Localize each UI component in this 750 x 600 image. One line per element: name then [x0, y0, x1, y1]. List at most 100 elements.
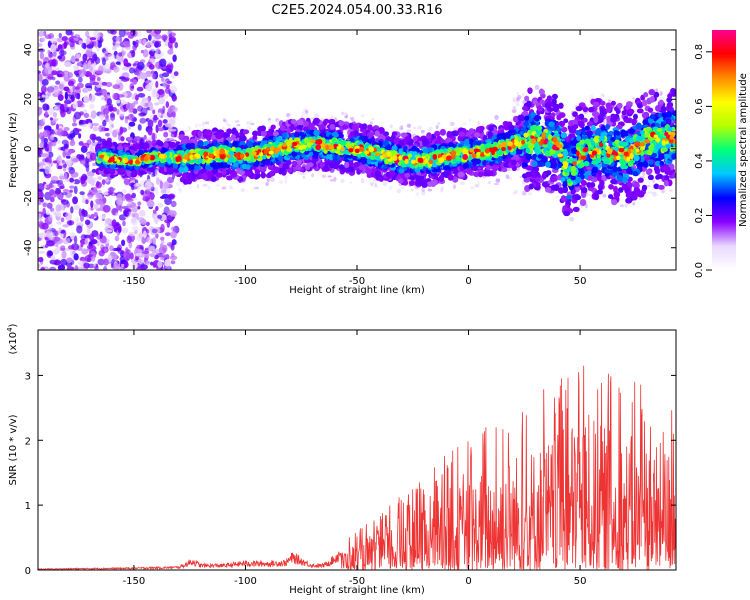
- heat-cell: [87, 194, 93, 200]
- heat-cell: [92, 82, 100, 86]
- heat-cell: [118, 30, 126, 38]
- heat-cell: [495, 178, 501, 184]
- heat-cell: [105, 132, 110, 137]
- heat-cell: [545, 186, 552, 193]
- heat-cell: [541, 181, 549, 188]
- heat-cell: [49, 242, 56, 247]
- heat-cell: [131, 216, 137, 224]
- heat-cell: [149, 50, 153, 56]
- heat-cell: [130, 93, 136, 100]
- heat-cell: [171, 117, 177, 121]
- heat-cell: [160, 239, 165, 244]
- heat-cell: [48, 189, 55, 196]
- heat-cell: [102, 204, 111, 213]
- heat-cell: [120, 136, 125, 142]
- heat-cell: [411, 188, 414, 192]
- heat-cell: [521, 92, 525, 98]
- heat-cell: [174, 41, 179, 49]
- heat-cell: [89, 94, 96, 103]
- heat-cell: [159, 180, 164, 190]
- heat-cell: [83, 62, 87, 71]
- heat-cell: [172, 54, 177, 63]
- heat-cell: [139, 117, 147, 124]
- heat-cell: [329, 179, 334, 182]
- heat-cell: [74, 86, 80, 90]
- heat-cell: [119, 266, 124, 270]
- heat-cell: [124, 261, 129, 268]
- heat-cell: [100, 96, 106, 101]
- heat-cell: [74, 34, 81, 39]
- heat-cell: [171, 106, 178, 113]
- heat-cell: [353, 130, 359, 136]
- heat-cell: [170, 128, 177, 132]
- heat-cell: [137, 201, 142, 206]
- heat-cell: [49, 117, 54, 121]
- heat-cell: [50, 175, 59, 182]
- heat-cell: [244, 171, 252, 177]
- heat-cell: [611, 199, 618, 206]
- heat-cell: [72, 157, 80, 163]
- heat-cell: [412, 126, 417, 129]
- heat-cell: [428, 126, 433, 132]
- heat-cell: [67, 71, 73, 79]
- heat-cell: [128, 121, 136, 127]
- heat-cell: [169, 32, 176, 37]
- heat-cell: [513, 189, 518, 195]
- heat-cell: [149, 191, 155, 201]
- heat-cell: [140, 189, 145, 196]
- heat-cell: [462, 122, 467, 126]
- heat-cell: [152, 209, 157, 214]
- heat-cell: [63, 143, 69, 149]
- heat-cell: [40, 266, 45, 270]
- heat-cell: [633, 187, 641, 194]
- heat-cell: [97, 176, 103, 180]
- heat-cell: [64, 91, 69, 100]
- heat-cell: [94, 92, 102, 96]
- heat-cell: [304, 109, 309, 114]
- heat-cell: [284, 178, 288, 184]
- heat-cell: [86, 152, 90, 159]
- heat-cell: [76, 225, 83, 234]
- heat-cell: [632, 202, 636, 206]
- heat-cell: [338, 164, 345, 170]
- heat-cell: [202, 183, 208, 187]
- heat-cell: [81, 42, 87, 49]
- heat-cell: [184, 129, 189, 133]
- heat-cell: [38, 132, 44, 140]
- heat-cell: [250, 122, 255, 126]
- heat-cell: [621, 110, 627, 116]
- heat-cell: [135, 39, 139, 45]
- heat-cell: [38, 125, 43, 130]
- heat-cell: [188, 185, 192, 189]
- heat-cell: [311, 173, 314, 178]
- heat-cell: [173, 71, 179, 77]
- heat-cell: [139, 72, 148, 80]
- heat-cell: [360, 177, 364, 184]
- heat-cell: [539, 99, 545, 105]
- heat-cell: [69, 85, 74, 93]
- heat-cell: [522, 110, 529, 116]
- heat-cell: [273, 166, 280, 174]
- heat-cell: [90, 110, 97, 119]
- heat-cell: [38, 42, 43, 47]
- heat-cell: [145, 80, 149, 84]
- heat-cell: [607, 99, 612, 103]
- heat-cell: [146, 42, 151, 48]
- heat-cell: [138, 209, 146, 217]
- heat-cell: [131, 192, 137, 199]
- heat-cell: [79, 191, 85, 196]
- heat-cell: [93, 203, 99, 210]
- heat-cell: [420, 129, 425, 134]
- heat-cell: [158, 89, 165, 98]
- heat-cell: [666, 101, 673, 109]
- heat-cell: [149, 104, 154, 112]
- heat-cell: [116, 94, 125, 98]
- heat-cell: [344, 115, 348, 119]
- heat-cell: [65, 159, 72, 166]
- heat-cell: [93, 212, 98, 217]
- heat-cell: [152, 36, 156, 43]
- heat-cell: [131, 262, 139, 270]
- heat-cell: [161, 72, 170, 78]
- heat-cell: [447, 174, 454, 181]
- heat-cell: [515, 103, 520, 107]
